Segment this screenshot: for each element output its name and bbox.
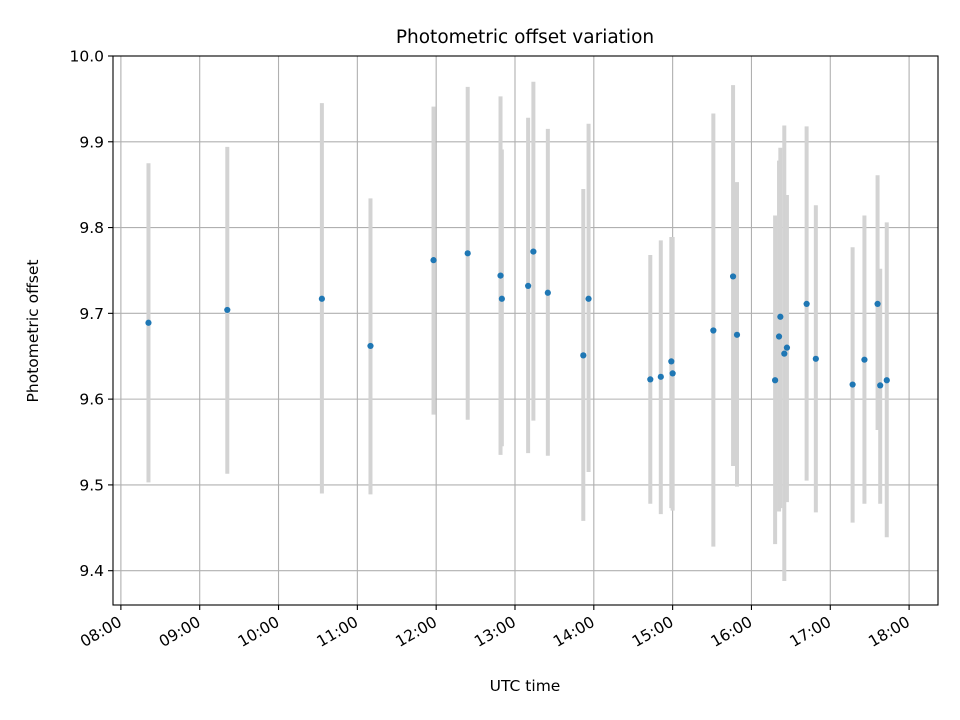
data-point bbox=[544, 289, 551, 296]
data-point bbox=[877, 382, 884, 389]
data-point bbox=[781, 350, 788, 357]
data-point bbox=[647, 376, 654, 383]
y-axis-ticks: 9.4 9.5 9.6 9.7 9.8 9.9 10.0 bbox=[69, 48, 113, 580]
data-point bbox=[861, 356, 868, 363]
data-point bbox=[668, 358, 675, 365]
data-point bbox=[585, 295, 592, 302]
data-point bbox=[318, 295, 325, 302]
y-tick-label: 9.9 bbox=[79, 133, 104, 151]
data-point bbox=[812, 355, 819, 362]
data-point bbox=[224, 306, 231, 314]
data-point bbox=[775, 333, 783, 340]
data-point bbox=[710, 327, 717, 334]
data-point bbox=[733, 331, 741, 338]
data-point bbox=[580, 352, 587, 359]
y-tick-label: 9.4 bbox=[79, 562, 104, 580]
data-point bbox=[530, 248, 537, 255]
grid-lines bbox=[113, 55, 938, 605]
data-point bbox=[849, 381, 856, 388]
y-tick-label: 9.5 bbox=[79, 476, 104, 494]
data-point bbox=[772, 377, 779, 384]
data-point bbox=[498, 295, 505, 302]
data-point bbox=[145, 319, 152, 326]
x-axis-label: UTC time bbox=[490, 677, 561, 695]
data-point bbox=[367, 342, 374, 350]
data-point bbox=[874, 300, 881, 308]
y-tick-label: 9.8 bbox=[79, 219, 104, 237]
data-point bbox=[669, 370, 676, 377]
y-axis-label: Photometric offset bbox=[24, 260, 42, 403]
y-tick-label: 9.6 bbox=[79, 391, 104, 409]
data-point bbox=[803, 300, 810, 308]
data-point bbox=[729, 273, 737, 280]
chart-title: Photometric offset variation bbox=[396, 27, 654, 48]
data-point bbox=[883, 377, 890, 384]
data-point bbox=[464, 250, 471, 257]
data-point bbox=[777, 313, 784, 320]
data-point bbox=[497, 272, 504, 279]
y-tick-label: 9.7 bbox=[79, 305, 104, 323]
y-tick-label: 10.0 bbox=[69, 48, 104, 66]
data-point bbox=[430, 257, 437, 264]
data-point bbox=[525, 282, 532, 289]
plot-frame bbox=[112, 55, 939, 606]
data-point bbox=[783, 344, 791, 351]
data-point bbox=[657, 373, 664, 380]
data-points bbox=[145, 248, 890, 389]
